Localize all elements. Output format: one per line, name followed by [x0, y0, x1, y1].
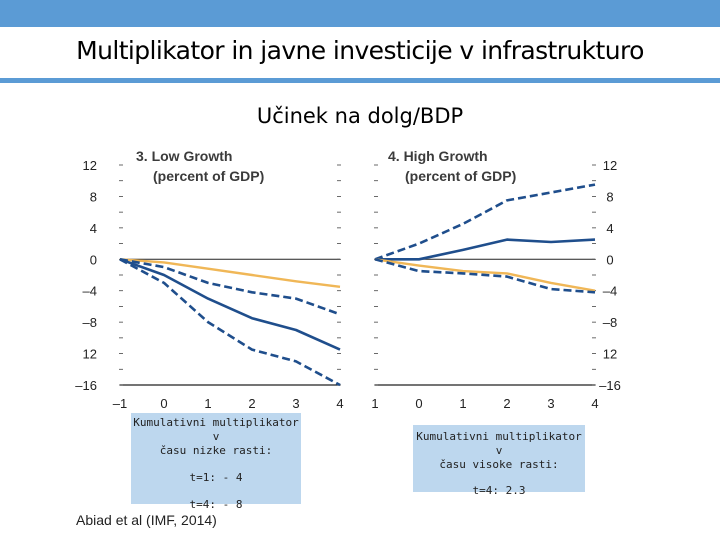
series-line-3 — [374, 258, 596, 292]
y-tick-label: 12 — [83, 347, 97, 362]
y-tick-label: –4 — [603, 284, 617, 299]
source-citation: Abiad et al (IMF, 2014) — [76, 512, 217, 528]
series-line-2 — [119, 258, 341, 316]
series-line-1 — [119, 258, 341, 288]
series-line-4 — [374, 258, 596, 294]
high-growth-multiplier-box: Kumulativni multiplikator v času visoke … — [413, 425, 585, 497]
x-tick-label: 0 — [415, 396, 422, 411]
panel-title: 4. High Growth — [388, 148, 488, 164]
y-tick-label: –16 — [75, 378, 97, 393]
x-tick-label: 2 — [503, 396, 510, 411]
x-tick-label: 1 — [459, 396, 466, 411]
slide-subtitle: Učinek na dolg/BDP — [256, 104, 464, 128]
y-tick-label: 8 — [606, 189, 613, 204]
y-tick-label: –8 — [83, 315, 97, 330]
y-tick-label: –4 — [83, 284, 97, 299]
panel-subtitle: (percent of GDP) — [405, 168, 516, 184]
y-tick-label: 12 — [83, 158, 97, 173]
y-tick-label: 12 — [603, 158, 617, 173]
box-left-line3: t=1: - 4 — [189, 471, 243, 484]
y-tick-label: 8 — [90, 189, 97, 204]
box-left-line2: času nizke rasti: — [159, 444, 273, 457]
y-tick-label: 0 — [90, 252, 97, 267]
x-tick-label: 2 — [248, 396, 255, 411]
box-right-line1: Kumulativni multiplikator v — [416, 430, 582, 457]
x-tick-label: 4 — [336, 396, 343, 411]
y-tick-label: 0 — [606, 252, 613, 267]
y-tick-label: –16 — [599, 378, 621, 393]
x-tick-label: 1 — [204, 396, 211, 411]
y-tick-label: 4 — [90, 221, 97, 236]
top-accent-bar — [0, 0, 720, 27]
x-tick-label: –1 — [113, 396, 127, 411]
series-line-2 — [375, 238, 596, 261]
box-right-line2: času visoke rasti: — [439, 458, 559, 471]
x-tick-label: 3 — [547, 396, 554, 411]
x-tick-label: 3 — [292, 396, 299, 411]
series-line-3 — [119, 258, 341, 351]
panel-title: 3. Low Growth — [136, 148, 232, 164]
title-underline — [0, 78, 720, 83]
series-line-1 — [374, 183, 596, 261]
title-band — [0, 27, 720, 77]
series-line-4 — [119, 258, 341, 387]
x-tick-label: 1 — [371, 396, 378, 411]
x-tick-label: 4 — [591, 396, 598, 411]
y-tick-label: –8 — [603, 315, 617, 330]
slide-title: Multiplikator in javne investicije v inf… — [76, 36, 644, 65]
x-tick-label: 0 — [160, 396, 167, 411]
low-growth-multiplier-box: Kumulativni multiplikator v času nizke r… — [131, 413, 301, 511]
box-left-line1: Kumulativni multiplikator v — [133, 416, 299, 443]
y-tick-label: 12 — [603, 347, 617, 362]
y-tick-label: 4 — [606, 221, 613, 236]
panel-subtitle: (percent of GDP) — [153, 168, 264, 184]
box-right-line3: t=4: 2.3 — [472, 484, 526, 497]
box-left-line4: t=4: - 8 — [189, 498, 243, 511]
